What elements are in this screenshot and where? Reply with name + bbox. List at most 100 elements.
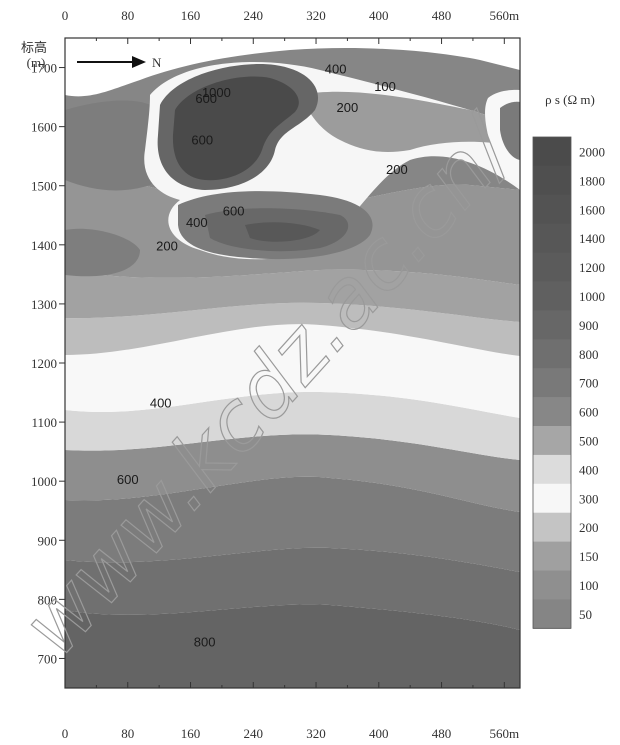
colorbar-level-label: 700 (579, 376, 599, 391)
colorbar-level-label: 1000 (579, 289, 605, 304)
colorbar-level-label: 800 (579, 347, 599, 362)
north-arrow: N (77, 55, 162, 70)
y-tick-label: 1400 (31, 238, 57, 253)
no-data-top (65, 38, 520, 95)
right-upper-zone (300, 91, 511, 152)
band-200 (65, 302, 520, 356)
colorbar-level-label: 900 (579, 318, 599, 333)
colorbar-swatch (533, 281, 571, 311)
y-tick-label: 1700 (31, 61, 57, 76)
contour-label: 200 (156, 239, 178, 254)
colorbar-level-label: 100 (579, 578, 599, 593)
colorbar: 2000 1800 1600 1400 1200 1000 900 800 700 600 500 4… (532, 136, 605, 629)
x-tick-label-bottom: 560m (489, 726, 519, 741)
y-tick-label: 1100 (31, 415, 57, 430)
y-tick-label: 800 (38, 592, 58, 607)
colorbar-level-label: 200 (579, 520, 599, 535)
colorbar-swatch (533, 310, 571, 340)
contour-label: 600 (191, 132, 213, 147)
contour-label: 600 (223, 203, 245, 218)
colorbar-swatch (533, 512, 571, 543)
colorbar-swatch (533, 137, 571, 167)
colorbar-swatch (533, 426, 571, 456)
contour-label: 100 (374, 79, 396, 94)
contour-label: 400 (325, 61, 347, 76)
colorbar-level-label: 1600 (579, 202, 605, 217)
x-tick-label-bottom: 160 (181, 726, 201, 741)
x-tick-label-bottom: 400 (369, 726, 389, 741)
band-150 (65, 269, 520, 322)
x-tick-label-top: 240 (244, 8, 264, 23)
upper-left-zone (65, 100, 169, 191)
top-x-tick-labels: 0 80 160 240 320 400 480 560m (62, 8, 519, 23)
x-tick-label-top: 320 (306, 8, 326, 23)
x-tick-label-top: 80 (121, 8, 134, 23)
x-tick-label-top: 480 (432, 8, 452, 23)
colorbar-level-label: 300 (579, 491, 599, 506)
colorbar-swatch (533, 368, 571, 398)
colorbar-frame (532, 136, 572, 629)
x-tick-label-bottom: 0 (62, 726, 69, 741)
band-600 (65, 476, 520, 572)
contour-label: 600 (195, 91, 217, 106)
contour-label: 800 (194, 635, 216, 650)
lower-body-core (245, 222, 320, 242)
bottom-x-tick-labels: 0 80 160 240 320 400 480 560m (62, 726, 519, 741)
colorbar-swatch (533, 397, 571, 427)
contour-label: 600 (117, 472, 139, 487)
colorbar-level-label: 400 (579, 462, 599, 477)
y-axis-title: 标高 (21, 40, 47, 55)
band-800 (65, 604, 520, 688)
upper-body-core (172, 76, 299, 181)
colorbar-level-label: 1200 (579, 260, 605, 275)
colorbar-level-label: 2000 (579, 144, 605, 159)
y-tick-label: 1300 (31, 297, 57, 312)
colorbar-level-label: 50 (579, 607, 592, 622)
colorbar-swatch (533, 454, 571, 485)
contour-label: 400 (186, 215, 208, 230)
colorbar-swatch (533, 541, 571, 571)
contour-label: 400 (150, 395, 172, 410)
left-bulge (65, 228, 140, 277)
band-500 (65, 434, 520, 512)
y-tick-label: 1000 (31, 474, 57, 489)
band-400 (65, 391, 520, 460)
band-700 (65, 547, 520, 630)
contour-label: 1000 (202, 85, 231, 100)
y-tick-labels: 700 800 900 1000 1100 1200 1300 1400 1500 1600 170… (31, 61, 57, 667)
colorbar-swatch (533, 223, 571, 254)
colorbar-title: ρ s (Ω m) (545, 92, 595, 107)
band-300 (65, 324, 520, 418)
y-tick-label: 1200 (31, 356, 57, 371)
y-tick-label: 1600 (31, 120, 57, 135)
x-tick-label-top: 160 (181, 8, 201, 23)
colorbar-swatch (533, 570, 571, 600)
colorbar-swatch (533, 339, 571, 369)
x-tick-label-bottom: 480 (432, 726, 452, 741)
colorbar-swatch (533, 194, 571, 225)
colorbar-swatch (533, 483, 571, 514)
y-tick-label: 900 (38, 533, 58, 548)
x-tick-label-bottom: 80 (121, 726, 134, 741)
colorbar-swatch (533, 599, 571, 629)
axis-ticks (59, 38, 505, 688)
x-tick-label-top: 400 (369, 8, 389, 23)
x-tick-label-top: 0 (62, 8, 69, 23)
y-axis-unit: (m) (27, 55, 46, 70)
x-tick-label-top: 560m (489, 8, 519, 23)
colorbar-level-label: 500 (579, 433, 599, 448)
north-label: N (152, 55, 162, 70)
colorbar-level-label: 150 (579, 549, 599, 564)
colorbar-swatch (533, 165, 571, 196)
colorbar-swatch (533, 252, 571, 282)
colorbar-level-label: 600 (579, 405, 599, 420)
x-tick-label-bottom: 240 (244, 726, 264, 741)
right-bubble-core (500, 101, 520, 160)
contour-fill-area (65, 38, 520, 688)
y-tick-label: 700 (38, 651, 58, 666)
colorbar-level-label: 1800 (579, 173, 605, 188)
y-tick-label: 1500 (31, 179, 57, 194)
x-tick-label-bottom: 320 (306, 726, 326, 741)
